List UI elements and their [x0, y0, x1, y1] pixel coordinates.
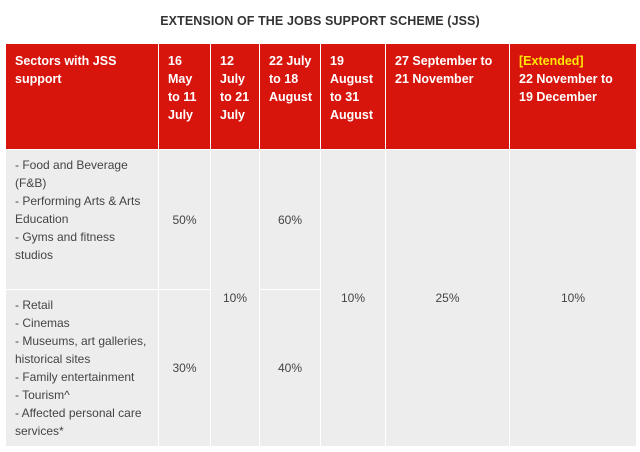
list-item: - Food and Beverage (F&B)	[15, 158, 128, 190]
group-1-period-1-value: 50%	[158, 149, 211, 290]
header-period-6: [Extended] 22 November to 19 December	[509, 43, 637, 150]
list-item: - Tourism^	[15, 388, 70, 402]
extended-tag: [Extended]	[519, 54, 584, 68]
header-period-1: 16 May to 11 July	[158, 43, 211, 150]
header-period-6-label: 22 November to 19 December	[519, 72, 613, 104]
header-period-4: 19 August to 31 August	[320, 43, 386, 150]
list-item: - Cinemas	[15, 316, 70, 330]
sector-list-group-1: - Food and Beverage (F&B) - Performing A…	[5, 149, 159, 290]
list-item: - Performing Arts & Arts Education	[15, 194, 141, 226]
list-item: - Retail	[15, 298, 54, 312]
shared-period-2-value: 10%	[210, 149, 260, 447]
shared-period-4-value: 10%	[320, 149, 386, 447]
shared-period-5-value: 25%	[385, 149, 510, 447]
group-2-period-3-value: 40%	[259, 289, 321, 447]
shared-period-6-value: 10%	[509, 149, 637, 447]
list-item: - Family entertainment	[15, 370, 135, 384]
table-row: - Retail - Cinemas - Museums, art galler…	[5, 289, 637, 447]
group-2-period-1-value: 30%	[158, 289, 211, 447]
jss-table: Sectors with JSS support 16 May to 11 Ju…	[5, 43, 637, 447]
header-period-5: 27 September to 21 November	[385, 43, 510, 150]
group-1-period-3-value: 60%	[259, 149, 321, 290]
list-item: - Gyms and fitness studios	[15, 230, 116, 262]
table-row: - Food and Beverage (F&B) - Performing A…	[5, 149, 637, 447]
table-title: EXTENSION OF THE JOBS SUPPORT SCHEME (JS…	[160, 14, 480, 28]
header-row: Sectors with JSS support 16 May to 11 Ju…	[5, 43, 637, 150]
sector-list-group-2: - Retail - Cinemas - Museums, art galler…	[5, 289, 159, 447]
header-sectors: Sectors with JSS support	[5, 43, 159, 150]
header-period-3: 22 July to 18 August	[259, 43, 321, 150]
list-item: - Museums, art galleries, historical sit…	[15, 334, 147, 366]
list-item: - Affected personal care services*	[15, 406, 142, 438]
header-period-2: 12 July to 21 July	[210, 43, 260, 150]
